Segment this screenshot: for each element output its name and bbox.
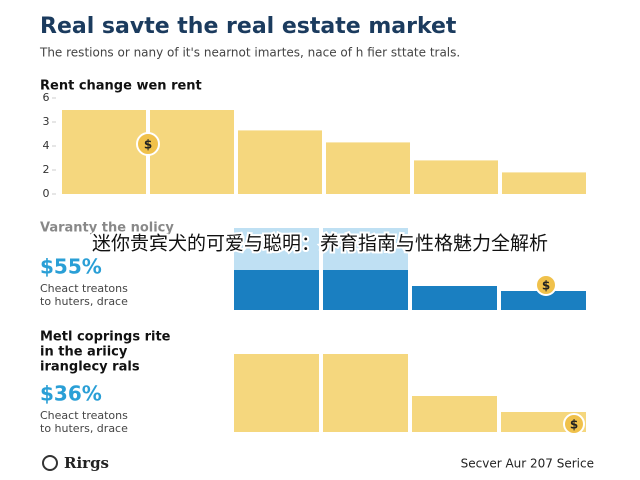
chart-title: Metl coprings rite [40,330,171,345]
bar [62,110,146,194]
y-tick-label: 4 [43,139,50,152]
chart-title: iranglecy rals [40,360,140,375]
note: to huters, drace [40,295,128,308]
y-tick-label: 6 [43,91,50,104]
coins: $ $ $ [136,132,585,435]
coin-symbol: $ [570,418,578,432]
bar-segment [412,286,497,310]
chart-title: Rent change wen rent [40,79,202,94]
coin-icon [535,274,557,296]
coin-icon [563,413,585,435]
coin-symbol: $ [144,138,152,152]
overlay-caption: 迷你贵宾犬的可爱与聪明：养育指南与性格魅力全解析 [92,233,548,255]
bar-segment [234,270,319,310]
stat: $36% [40,382,102,406]
title: Real savte the real estate market [40,14,457,39]
bar-segment [234,228,319,270]
note: Cheact treatons [40,409,128,422]
bar [412,396,497,432]
y-tick-label: 3 [43,115,50,128]
coin-icon [136,132,160,156]
brand-logo [42,455,58,471]
bar [323,354,408,432]
plots: 6 3 4 2 0 [43,91,586,432]
bar-segment [501,291,586,310]
bar [234,354,319,432]
note: to huters, drace [40,422,128,435]
bar [502,172,586,194]
bar [238,130,322,194]
credit: Secver Aur 207 Serice [461,457,594,471]
chart-title: Varanty the nolicy [40,221,174,236]
brand: Rirgs [64,454,109,472]
coin-symbol: $ [542,279,550,293]
bar [414,160,498,194]
y-tick-label: 2 [43,163,50,176]
note: Cheact treatons [40,282,128,295]
subtitle: The restions or nany of it's nearnot ima… [39,46,460,60]
bar-segment [323,228,408,270]
stat: $55% [40,255,102,279]
y-tick-label: 0 [43,187,50,200]
bar [326,142,410,194]
bar-segment [323,270,408,310]
bar [150,110,234,194]
chart-title: in the ariicy [40,345,128,360]
